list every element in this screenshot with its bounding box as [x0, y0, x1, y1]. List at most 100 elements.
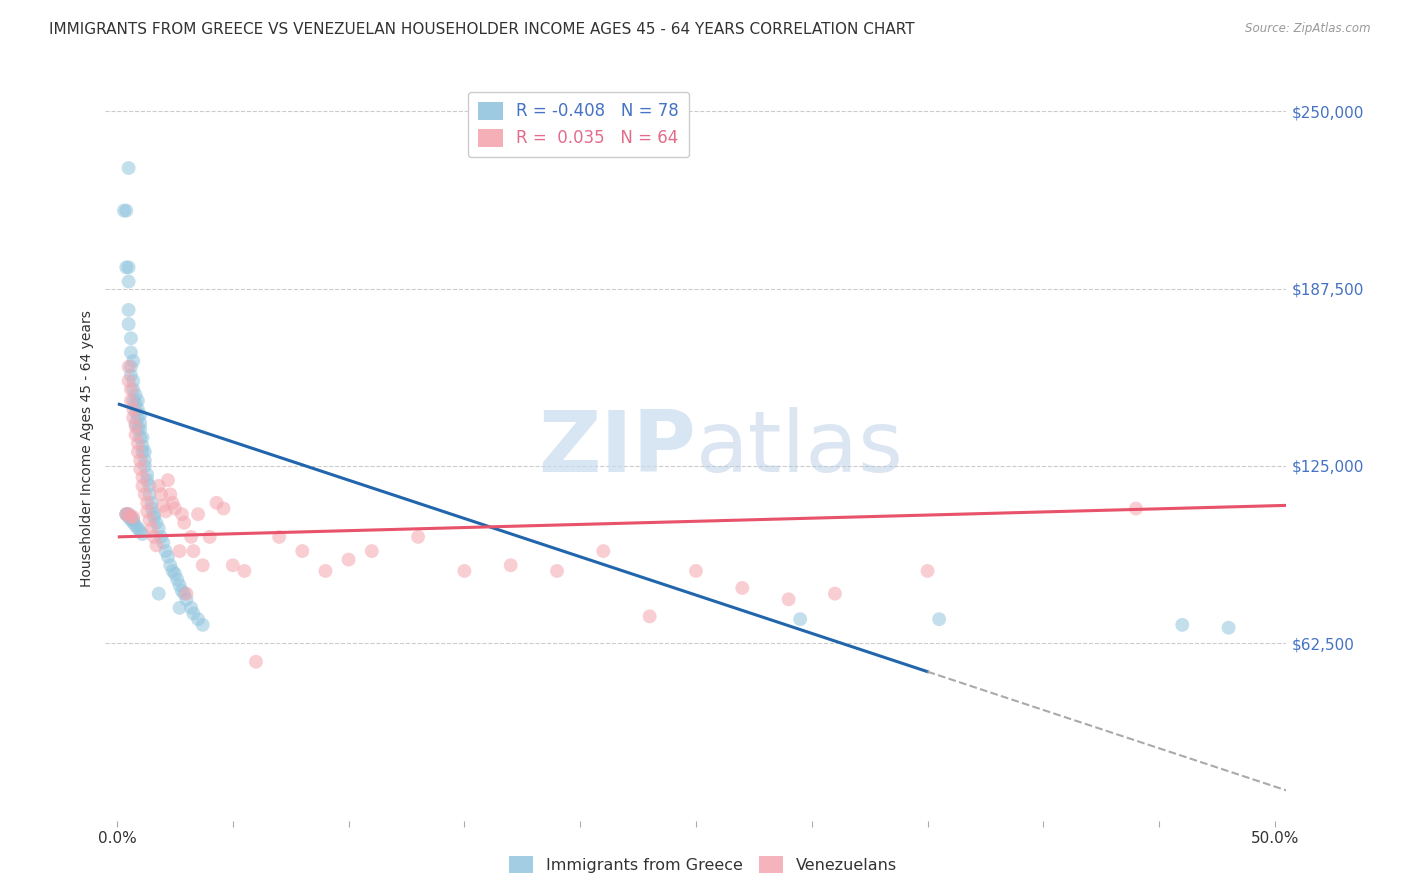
Point	[145, 516, 167, 530]
Point	[120, 510, 142, 524]
Point	[131, 431, 153, 445]
Point	[117, 374, 139, 388]
Point	[120, 331, 142, 345]
Point	[124, 427, 146, 442]
Point	[1171, 618, 1194, 632]
Point	[145, 538, 167, 552]
Point	[143, 507, 166, 521]
Point	[136, 504, 159, 518]
Point	[169, 600, 191, 615]
Point	[269, 530, 291, 544]
Point	[117, 260, 139, 275]
Point	[159, 487, 181, 501]
Point	[127, 393, 149, 408]
Point	[117, 275, 139, 289]
Point	[406, 530, 429, 544]
Point	[638, 609, 661, 624]
Point	[122, 354, 145, 368]
Point	[124, 396, 146, 410]
Point	[127, 444, 149, 458]
Point	[124, 417, 146, 431]
Text: ZIP: ZIP	[538, 407, 696, 490]
Point	[134, 444, 156, 458]
Point	[120, 393, 142, 408]
Point	[180, 530, 202, 544]
Point	[245, 655, 267, 669]
Point	[173, 587, 195, 601]
Point	[122, 510, 145, 524]
Point	[120, 513, 142, 527]
Point	[117, 507, 139, 521]
Point	[141, 521, 163, 535]
Point	[156, 549, 179, 564]
Point	[187, 612, 209, 626]
Point	[162, 496, 184, 510]
Point	[122, 382, 145, 396]
Point	[155, 544, 177, 558]
Point	[127, 410, 149, 425]
Point	[122, 410, 145, 425]
Legend: R = -0.408   N = 78, R =  0.035   N = 64: R = -0.408 N = 78, R = 0.035 N = 64	[468, 92, 689, 157]
Point	[124, 518, 146, 533]
Point	[183, 544, 205, 558]
Point	[129, 431, 152, 445]
Point	[180, 600, 202, 615]
Point	[824, 587, 846, 601]
Point	[124, 405, 146, 419]
Point	[233, 564, 256, 578]
Point	[134, 487, 156, 501]
Point	[127, 521, 149, 535]
Point	[127, 422, 149, 436]
Text: IMMIGRANTS FROM GREECE VS VENEZUELAN HOUSEHOLDER INCOME AGES 45 - 64 YEARS CORRE: IMMIGRANTS FROM GREECE VS VENEZUELAN HOU…	[49, 22, 915, 37]
Point	[789, 612, 811, 626]
Point	[131, 470, 153, 484]
Point	[499, 558, 522, 573]
Point	[122, 513, 145, 527]
Point	[136, 467, 159, 482]
Point	[212, 501, 235, 516]
Point	[222, 558, 245, 573]
Point	[134, 458, 156, 473]
Point	[191, 618, 214, 632]
Point	[291, 544, 314, 558]
Point	[117, 302, 139, 317]
Point	[115, 260, 138, 275]
Point	[138, 513, 160, 527]
Point	[173, 516, 195, 530]
Point	[163, 566, 186, 581]
Point	[120, 510, 142, 524]
Point	[1218, 621, 1240, 635]
Point	[159, 558, 181, 573]
Point	[141, 501, 163, 516]
Point	[122, 402, 145, 417]
Point	[117, 161, 139, 175]
Point	[127, 402, 149, 417]
Point	[155, 504, 177, 518]
Point	[731, 581, 754, 595]
Point	[183, 607, 205, 621]
Point	[198, 530, 221, 544]
Point	[150, 530, 173, 544]
Point	[122, 516, 145, 530]
Point	[166, 573, 188, 587]
Point	[170, 507, 193, 521]
Point	[131, 444, 153, 458]
Point	[169, 544, 191, 558]
Point	[148, 521, 170, 535]
Point	[129, 462, 152, 476]
Point	[148, 587, 170, 601]
Point	[117, 359, 139, 374]
Point	[778, 592, 800, 607]
Point	[129, 408, 152, 422]
Point	[176, 592, 198, 607]
Point	[122, 374, 145, 388]
Point	[120, 359, 142, 374]
Point	[205, 496, 228, 510]
Point	[191, 558, 214, 573]
Point	[131, 527, 153, 541]
Point	[129, 422, 152, 436]
Point	[112, 203, 135, 218]
Point	[143, 530, 166, 544]
Point	[148, 479, 170, 493]
Point	[120, 382, 142, 396]
